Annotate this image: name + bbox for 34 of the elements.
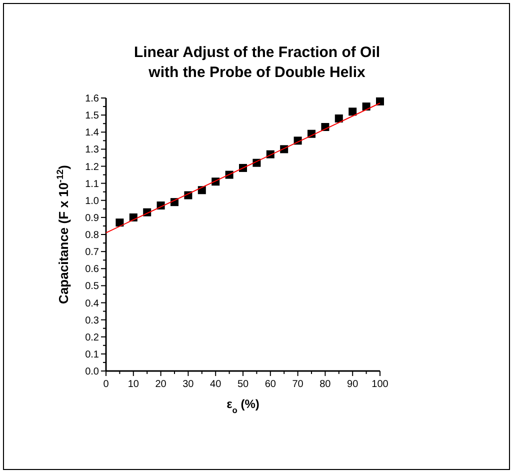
y-tick-label: 0.6 xyxy=(85,264,100,276)
x-tick-label: 20 xyxy=(155,379,167,390)
x-tick-label: 60 xyxy=(264,379,276,390)
x-tick-label: 30 xyxy=(182,379,194,390)
y-tick-label: 1.3 xyxy=(85,144,100,156)
point xyxy=(376,97,384,106)
x-tick-label: 80 xyxy=(320,379,332,390)
y-tick-label: 0.5 xyxy=(85,281,100,292)
y-tick-label: 1.5 xyxy=(85,110,100,122)
y-tick-label: 1.1 xyxy=(85,178,100,190)
x-tick-label: 50 xyxy=(237,379,249,390)
y-tick-label: 0.0 xyxy=(85,366,100,378)
chart-title: Linear Adjust of the Fraction of Oil with the Probe of Double Helix xyxy=(134,44,380,81)
y-tick-label: 0.9 xyxy=(85,212,100,224)
y-tick-label: 0.3 xyxy=(85,315,100,326)
x-tick-label: 70 xyxy=(292,379,304,390)
x-tick-label: 0 xyxy=(103,379,110,390)
y-tick-label: 0.2 xyxy=(85,332,100,344)
y-tick-label: 0.4 xyxy=(85,298,100,310)
point xyxy=(116,218,124,227)
y-tick-label: 0.8 xyxy=(85,230,100,241)
y-tick-label: 0.1 xyxy=(85,349,100,360)
x-tick-label: 100 xyxy=(372,379,389,390)
y-tick-label: 1.0 xyxy=(85,196,100,207)
x-tick-label: 90 xyxy=(347,379,359,390)
point xyxy=(348,108,357,116)
y-tick-label: 1.2 xyxy=(85,162,100,173)
x-tick-label: 10 xyxy=(128,379,140,390)
y-tick-label: 1.4 xyxy=(85,128,100,139)
x-tick-label: 40 xyxy=(210,379,222,390)
y-tick-label: 0.7 xyxy=(85,247,100,258)
y-tick-label: 1.6 xyxy=(85,94,100,104)
x-axis-title: ε$_{o}$ (%) xyxy=(226,397,260,415)
point xyxy=(334,114,343,122)
